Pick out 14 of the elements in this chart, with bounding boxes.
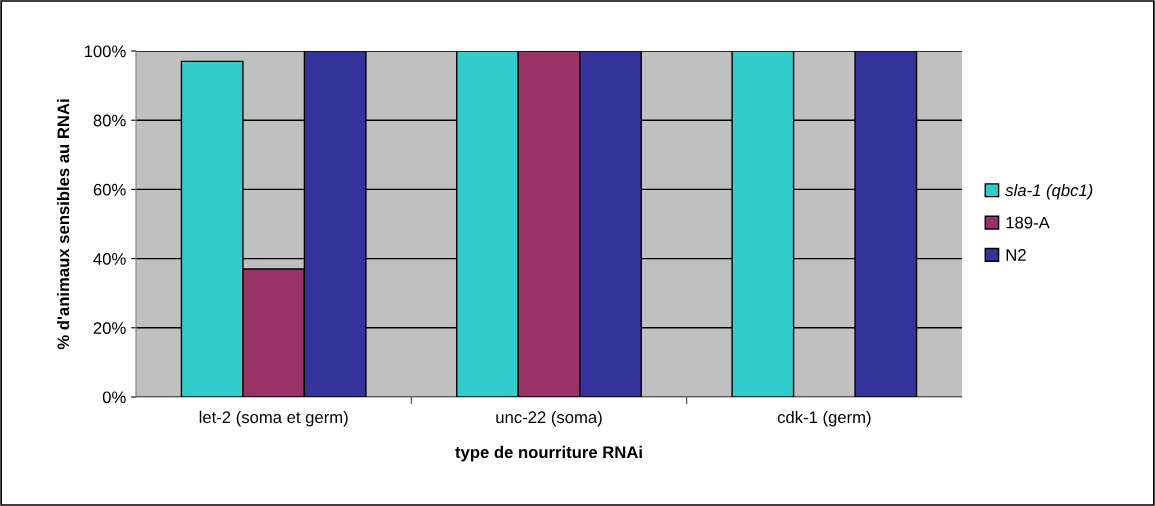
legend-label: N2 bbox=[1006, 249, 1026, 261]
x-tick-label: unc-22 (soma) bbox=[496, 410, 602, 427]
x-tick-label: cdk-1 (germ) bbox=[777, 410, 871, 427]
y-tick-label: 40% bbox=[93, 253, 126, 265]
legend-label: sla-1 (qbc1) bbox=[1005, 183, 1093, 200]
y-tick-label: 80% bbox=[93, 114, 126, 127]
y-tick-label: 60% bbox=[93, 183, 126, 196]
y-tick-label: 0% bbox=[102, 391, 126, 404]
y-axis-title: % d'animaux sensibles au RNAi bbox=[57, 99, 70, 350]
legend-label: 189-A bbox=[1006, 216, 1050, 229]
y-tick-label: 20% bbox=[93, 322, 126, 334]
x-axis-title: type de nourriture RNAi bbox=[455, 445, 642, 462]
x-tick-label: let-2 (soma et germ) bbox=[199, 410, 348, 427]
y-tick-label: 100% bbox=[84, 45, 126, 58]
